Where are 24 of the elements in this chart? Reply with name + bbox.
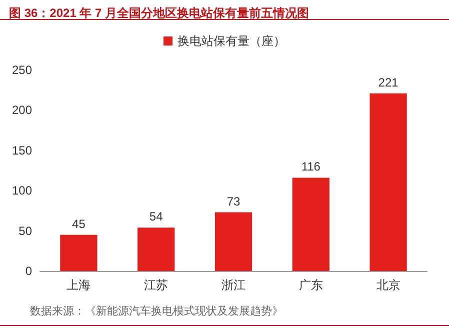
y-tick-label: 100: [12, 184, 32, 198]
data-label: 116: [301, 160, 321, 174]
y-tick-label: 250: [12, 63, 32, 77]
bar: [292, 178, 330, 271]
data-label: 221: [378, 75, 399, 90]
x-tick-label: 浙江: [222, 278, 246, 292]
x-tick-label: 广东: [298, 278, 323, 292]
data-label: 54: [149, 210, 164, 224]
y-tick-label: 150: [12, 143, 32, 158]
bar: [214, 212, 252, 271]
y-tick-label: 200: [12, 103, 32, 118]
data-label: 45: [72, 216, 86, 231]
x-tick-label: 北京: [376, 278, 400, 292]
bar: [138, 228, 175, 271]
bar: [60, 234, 98, 271]
x-tick-label: 上海: [66, 278, 91, 292]
legend-label: 换电站保有量（座）: [178, 34, 286, 48]
bar: [370, 93, 407, 271]
chart-title: 图 36：2021 年 7 月全国分地区换电站保有量前五情况图: [9, 6, 310, 20]
x-tick-label: 江苏: [144, 278, 168, 292]
y-tick-label: 50: [18, 224, 32, 238]
data-label: 73: [226, 194, 240, 208]
y-tick-label: 0: [25, 264, 32, 278]
source-note: 数据来源：《新能源汽车换电模式现状及发展趋势》: [30, 304, 283, 318]
